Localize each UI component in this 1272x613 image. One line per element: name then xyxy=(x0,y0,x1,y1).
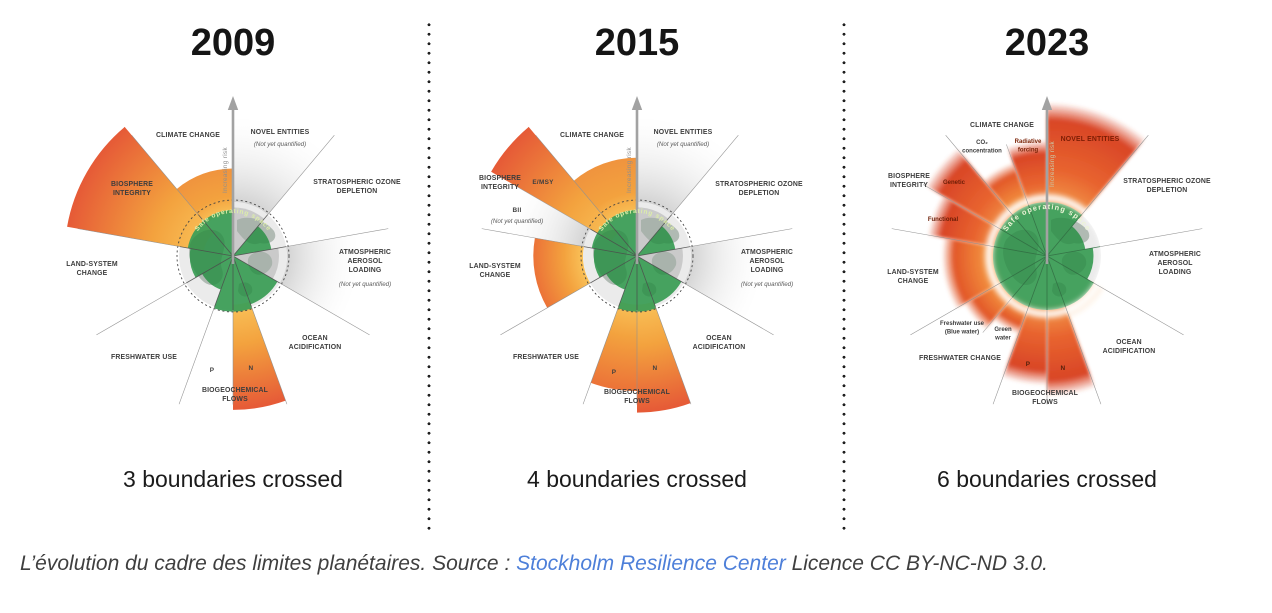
dotted-divider-left xyxy=(427,20,431,532)
sector-label: P xyxy=(612,369,617,376)
sector-label: OCEAN ACIDIFICATION xyxy=(693,335,746,351)
figure-caption: L’évolution du cadre des limites planéta… xyxy=(20,552,1048,576)
year-title-2015: 2015 xyxy=(594,22,680,64)
caption-text-before-link: L’évolution du cadre des limites planéta… xyxy=(20,552,517,575)
wedge-biogeochemical-n xyxy=(1047,302,1096,397)
wedge-biogeochemical-n xyxy=(637,301,691,413)
sector-label: ATMOSPHERIC AEROSOL LOADING xyxy=(741,249,793,274)
wedge-biosphere-emsy xyxy=(491,126,618,242)
sector-label: NOVEL ENTITIES xyxy=(251,129,310,136)
dotted-divider-right xyxy=(842,20,846,532)
year-title-2009: 2009 xyxy=(190,22,276,64)
stockholm-resilience-center-link[interactable]: Stockholm Resilience Center xyxy=(516,552,786,575)
sector-label: OCEAN ACIDIFICATION xyxy=(1103,339,1156,355)
wedge-climate-radiative-forcing xyxy=(1007,139,1047,210)
sector-label: (Not yet quantified) xyxy=(741,281,793,288)
wedge-biogeochemical-n xyxy=(233,301,286,410)
sector-label: N xyxy=(1061,365,1066,372)
boundaries-crossed-2009: 3 boundaries crossed xyxy=(123,466,343,492)
sector-label: STRATOSPHERIC OZONE DEPLETION xyxy=(313,179,401,195)
year-title-2023: 2023 xyxy=(1004,22,1090,64)
sector-label: (Not yet quantified) xyxy=(491,218,543,225)
wedge-novel-entities xyxy=(1047,102,1146,218)
sector-label: Functional xyxy=(928,217,959,223)
sector-label: P xyxy=(210,367,215,374)
sector-label: (Not yet quantified) xyxy=(339,281,391,288)
sector-label: Green water xyxy=(994,327,1012,342)
sector-label: BIOGEOCHEMICAL FLOWS xyxy=(202,387,268,403)
wedge-biosphere-genetic xyxy=(925,148,1016,232)
sector-label: (Not yet quantified) xyxy=(254,141,306,148)
sector-label: BIOSPHERE INTEGRITY xyxy=(888,173,930,189)
sector-label: BIOSPHERE INTEGRITY xyxy=(111,181,153,197)
sector-label: LAND-SYSTEM CHANGE xyxy=(887,269,939,285)
sector-label: Freshwater use (Blue water) xyxy=(940,321,985,336)
panel-2023: 2023 6 boundaries crossed Increasing ris… xyxy=(832,0,1262,613)
sector-label: P xyxy=(1026,361,1031,368)
increasing-risk-label: Increasing risk xyxy=(626,147,633,193)
sector-label: Radiative forcing xyxy=(1015,139,1042,154)
sector-label: N xyxy=(249,365,254,372)
wedge-biogeochemical-p xyxy=(590,301,637,391)
sector-label: BII xyxy=(512,207,521,214)
wedge-biogeochemical-p xyxy=(1002,302,1047,386)
sector-label: STRATOSPHERIC OZONE DEPLETION xyxy=(715,181,803,197)
sector-label: CLIMATE CHANGE xyxy=(560,132,624,139)
increasing-risk-label: Increasing risk xyxy=(222,147,229,193)
caption-text-after-link: Licence CC BY-NC-ND 3.0. xyxy=(785,552,1048,575)
sector-label: BIOSPHERE INTEGRITY xyxy=(479,175,521,191)
sector-label: FRESHWATER CHANGE xyxy=(919,355,1001,362)
wedge-climate-change xyxy=(176,168,233,224)
panel-2009: 2009 3 boundaries crossed Increasing ris… xyxy=(18,0,448,613)
sector-label: ATMOSPHERIC AEROSOL LOADING xyxy=(1149,251,1201,276)
boundaries-crossed-2015: 4 boundaries crossed xyxy=(527,466,747,492)
sector-label: ATMOSPHERIC AEROSOL LOADING xyxy=(339,249,391,274)
panel-2015: 2015 4 boundaries crossed Increasing ris… xyxy=(422,0,852,613)
increasing-risk-label: Increasing risk xyxy=(1049,141,1056,187)
sector-label: FRESHWATER USE xyxy=(513,354,579,361)
sector-label: STRATOSPHERIC OZONE DEPLETION xyxy=(1123,178,1211,194)
sector-label: (Not yet quantified) xyxy=(657,141,709,148)
sector-label: N xyxy=(653,365,658,372)
sector-label: CLIMATE CHANGE xyxy=(156,132,220,139)
sector-label: FRESHWATER USE xyxy=(111,354,177,361)
sector-label: LAND-SYSTEM CHANGE xyxy=(469,263,521,279)
wedge-biosphere-functional xyxy=(927,195,1004,248)
wedge-biosphere-integrity xyxy=(67,126,214,251)
wedge-climate-change xyxy=(573,157,637,224)
sector-label: BIOGEOCHEMICAL FLOWS xyxy=(1012,390,1078,406)
boundaries-crossed-2023: 6 boundaries crossed xyxy=(937,466,1157,492)
sector-label: E/MSY xyxy=(532,179,554,186)
sector-label: CLIMATE CHANGE xyxy=(970,122,1034,129)
sector-label: NOVEL ENTITIES xyxy=(654,129,713,136)
sector-label: CO₂ concentration xyxy=(962,140,1002,155)
sector-label: NOVEL ENTITIES xyxy=(1061,136,1120,143)
sector-label: BIOGEOCHEMICAL FLOWS xyxy=(604,389,670,405)
sector-label: OCEAN ACIDIFICATION xyxy=(289,335,342,351)
sector-label: Genetic xyxy=(943,180,966,186)
wedge-land-system-change xyxy=(533,237,591,308)
sector-label: LAND-SYSTEM CHANGE xyxy=(66,261,118,277)
